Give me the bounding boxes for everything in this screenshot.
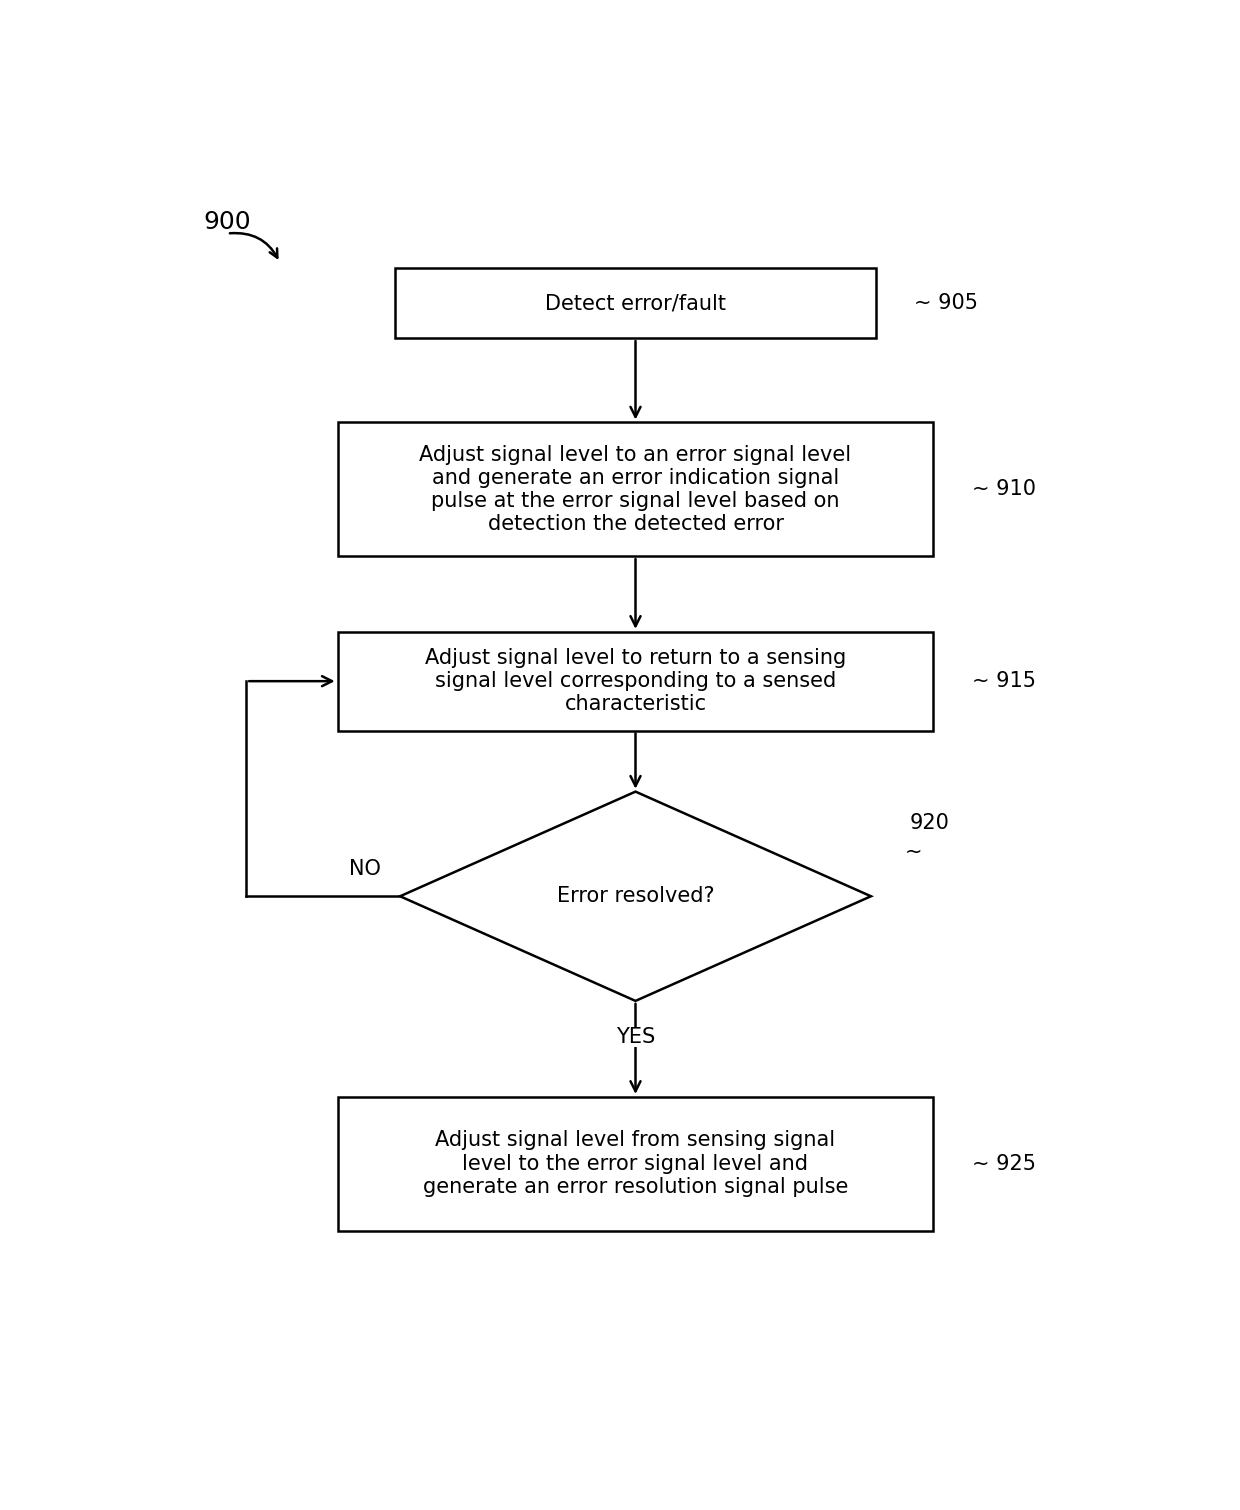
Text: 900: 900 xyxy=(203,210,250,234)
Text: Adjust signal level to return to a sensing
signal level corresponding to a sense: Adjust signal level to return to a sensi… xyxy=(425,648,846,714)
FancyBboxPatch shape xyxy=(337,631,934,731)
Polygon shape xyxy=(401,791,870,1001)
Text: ~ 910: ~ 910 xyxy=(972,479,1035,500)
FancyBboxPatch shape xyxy=(337,423,934,556)
Text: Adjust signal level from sensing signal
level to the error signal level and
gene: Adjust signal level from sensing signal … xyxy=(423,1131,848,1197)
Text: ~: ~ xyxy=(905,843,923,862)
Text: 920: 920 xyxy=(909,812,950,834)
FancyBboxPatch shape xyxy=(337,1096,934,1231)
Text: Error resolved?: Error resolved? xyxy=(557,886,714,906)
Text: YES: YES xyxy=(616,1027,655,1048)
FancyArrowPatch shape xyxy=(229,233,278,258)
Text: ~ 905: ~ 905 xyxy=(914,293,978,313)
Text: ~ 915: ~ 915 xyxy=(972,670,1035,692)
FancyBboxPatch shape xyxy=(396,269,875,338)
Text: Detect error/fault: Detect error/fault xyxy=(546,293,725,313)
Text: Adjust signal level to an error signal level
and generate an error indication si: Adjust signal level to an error signal l… xyxy=(419,444,852,535)
Text: ~ 925: ~ 925 xyxy=(972,1154,1035,1173)
Text: NO: NO xyxy=(348,859,381,879)
